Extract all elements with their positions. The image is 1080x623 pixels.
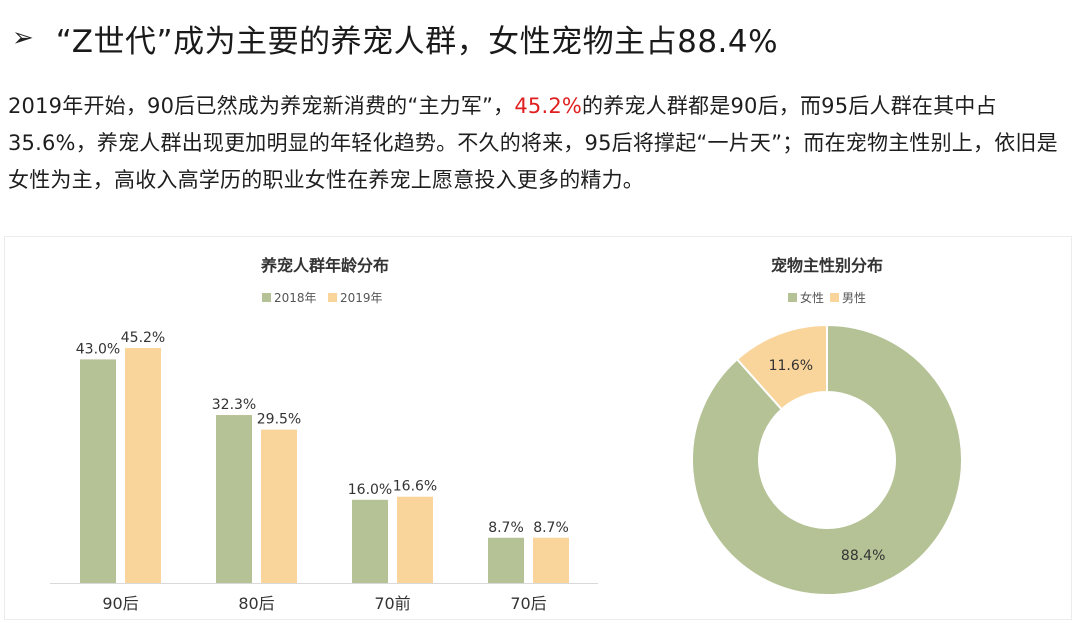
paragraph-text-1: 2019年开始，90后已然成为养宠新消费的“主力军”，	[8, 94, 515, 118]
x-tick-label-90后: 90后	[102, 594, 138, 613]
data-label-80后-2019年: 29.5%	[257, 412, 301, 428]
summary-paragraph: 2019年开始，90后已然成为养宠新消费的“主力军”，45.2%的养宠人群都是9…	[8, 88, 1072, 199]
bar-70前-2018年	[352, 499, 388, 583]
donut-label-女性: 88.4%	[841, 548, 885, 564]
data-label-90后-2019年: 45.2%	[121, 330, 165, 346]
donut-chart-title: 宠物主性别分布	[771, 256, 883, 275]
legend-swatch-男性	[830, 293, 839, 302]
bar-chart-title: 养宠人群年龄分布	[260, 256, 389, 275]
donut-label-男性: 11.6%	[769, 358, 813, 374]
chart-panel	[4, 236, 1072, 620]
x-tick-label-70后: 70后	[510, 594, 546, 613]
bar-90后-2018年	[80, 359, 116, 583]
donut-slice-女性	[691, 323, 963, 596]
donut-slice-男性	[735, 323, 828, 411]
bar-80后-2018年	[216, 415, 252, 583]
data-label-70后-2018年: 8.7%	[488, 520, 524, 536]
data-label-70后-2019年: 8.7%	[533, 520, 569, 536]
section-title: “Z世代”成为主要的养宠人群，女性宠物主占88.4%	[55, 23, 779, 60]
age-distribution-bar-chart: 养宠人群年龄分布 2018年 2019年 43.0%45.2% 90后 32.3%29.5…	[50, 256, 598, 613]
section-heading: ➢ “Z世代”成为主要的养宠人群，女性宠物主占88.4%	[12, 14, 778, 62]
legend-swatch-2019年	[328, 293, 337, 302]
legend-swatch-女性	[788, 293, 797, 302]
data-label-80后-2018年: 32.3%	[212, 397, 256, 413]
bar-70后-2018年	[488, 537, 524, 583]
bar-70后-2019年	[533, 537, 569, 583]
x-tick-label-80后: 80后	[238, 594, 274, 613]
legend-label-女性: 女性	[800, 290, 824, 305]
bar-70前-2019年	[397, 496, 433, 583]
x-tick-label-70前: 70前	[374, 594, 410, 613]
bar-90后-2019年	[125, 347, 161, 583]
data-label-70前-2018年: 16.0%	[348, 482, 392, 498]
legend-swatch-2018年	[262, 293, 271, 302]
legend-label-2019年: 2019年	[340, 291, 383, 305]
paragraph-highlight: 45.2%	[514, 94, 583, 118]
bar-80后-2019年	[261, 429, 297, 583]
paragraph-text-2: 的养宠人群都是90后，而95后人群在其中占35.6%，养宠人群出现更加明显的年轻…	[8, 94, 1058, 192]
data-label-90后-2018年: 43.0%	[76, 341, 120, 357]
data-label-70前-2019年: 16.6%	[393, 479, 437, 495]
arrow-bullet-icon: ➢	[12, 23, 34, 53]
legend-label-男性: 男性	[842, 291, 866, 305]
legend-label-2018年: 2018年	[274, 291, 317, 305]
